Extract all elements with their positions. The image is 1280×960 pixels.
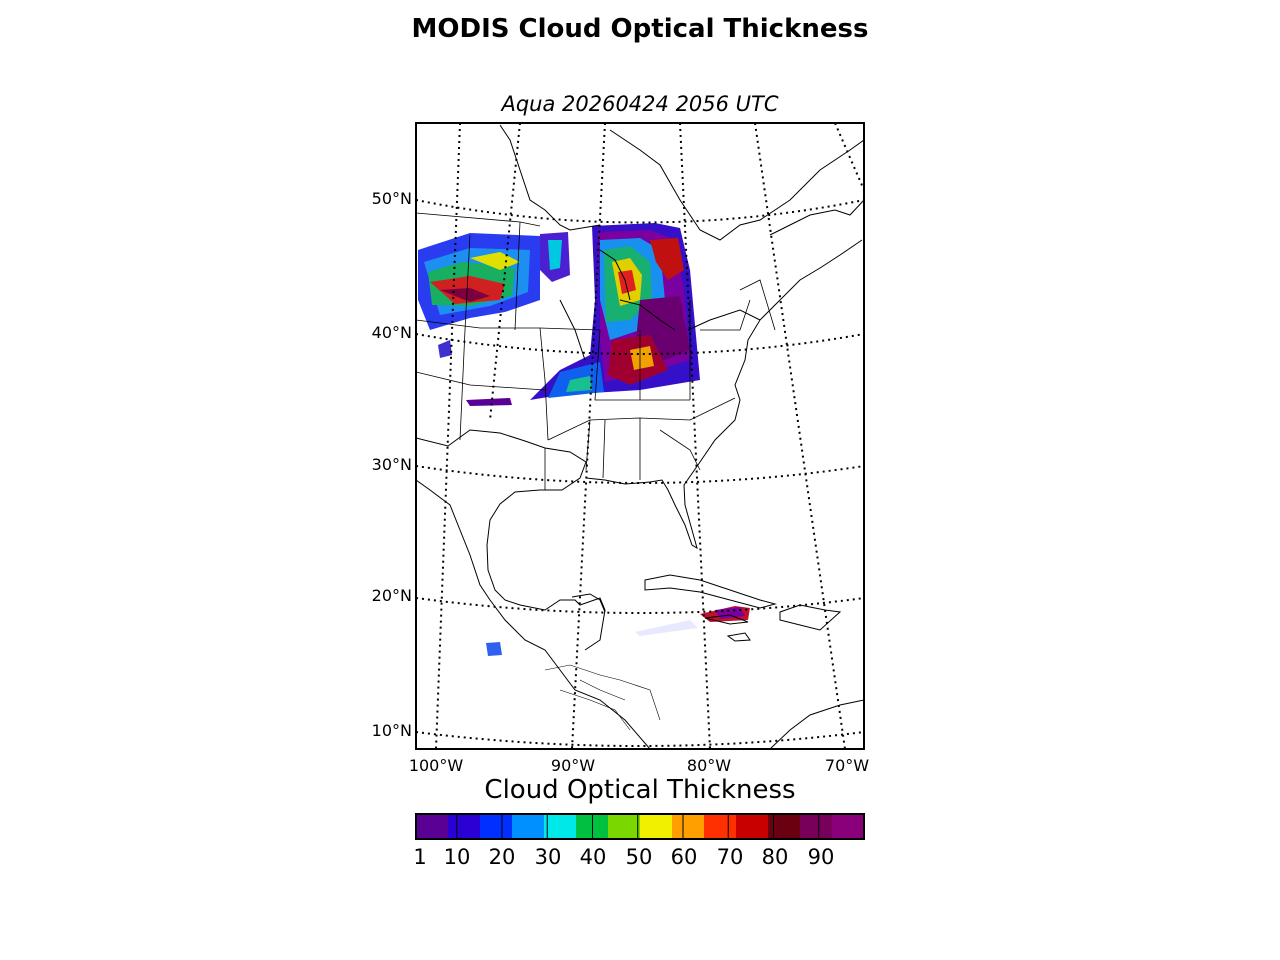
- map-frame: [415, 122, 865, 750]
- graticule: [416, 123, 864, 749]
- figure-title: MODIS Cloud Optical Thickness: [411, 14, 869, 44]
- colorbar-segment: [480, 814, 513, 839]
- lat-label-20n: 20°N: [371, 586, 412, 605]
- lat-label-40n: 40°N: [371, 323, 412, 342]
- coastlines: [416, 124, 864, 749]
- colorbar-label: Cloud Optical Thickness: [484, 775, 796, 805]
- colorbar-segment: [448, 814, 481, 839]
- colorbar-segment: [832, 814, 865, 839]
- lat-label-50n: 50°N: [371, 189, 412, 208]
- cloud-swath-upper-midwest: [418, 232, 570, 406]
- colorbar-segment: [768, 814, 801, 839]
- colorbar-segment: [672, 814, 705, 839]
- colorbar-segment: [512, 814, 545, 839]
- central-america-borders: [544, 664, 661, 731]
- colorbar-tick-90: 90: [807, 845, 835, 869]
- colorbar-segment: [544, 814, 577, 839]
- colorbar: [415, 813, 865, 840]
- colorbar-gradient: [416, 814, 865, 839]
- lat-label-10n: 10°N: [371, 721, 412, 740]
- lon-label-70w: 70°W: [824, 756, 870, 775]
- colorbar-tick-40: 40: [579, 845, 607, 869]
- colorbar-tickmarks: [415, 814, 820, 839]
- colorbar-tick-1: 1: [413, 845, 427, 869]
- colorbar-segment: [704, 814, 737, 839]
- colorbar-tick-80: 80: [761, 845, 789, 869]
- lon-label-100w: 100°W: [408, 756, 464, 775]
- colorbar-tick-30: 30: [534, 845, 562, 869]
- colorbar-segment: [640, 814, 673, 839]
- colorbar-tick-10: 10: [443, 845, 471, 869]
- colorbar-segment: [608, 814, 641, 839]
- colorbar-segment: [416, 814, 449, 839]
- colorbar-segment: [800, 814, 833, 839]
- cloud-swath-great-lakes: [530, 223, 700, 400]
- lon-label-80w: 80°W: [686, 756, 732, 775]
- colorbar-tick-60: 60: [670, 845, 698, 869]
- figure-subtitle: Aqua 20260424 2056 UTC: [501, 92, 779, 116]
- colorbar-tick-50: 50: [625, 845, 653, 869]
- colorbar-tick-20: 20: [488, 845, 516, 869]
- map-canvas: [416, 123, 864, 749]
- colorbar-tick-70: 70: [716, 845, 744, 869]
- state-borders: [416, 212, 776, 490]
- colorbar-segment: [736, 814, 769, 839]
- lon-label-90w: 90°W: [550, 756, 596, 775]
- lat-label-30n: 30°N: [371, 455, 412, 474]
